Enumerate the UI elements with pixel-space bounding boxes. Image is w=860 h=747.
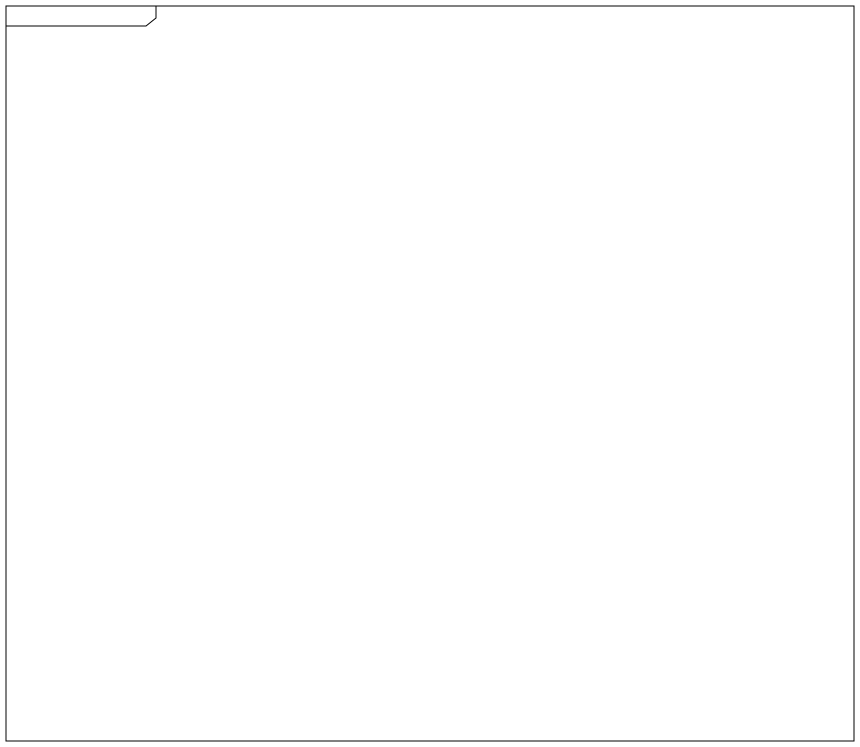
frame-tab <box>6 6 156 26</box>
frame <box>6 6 854 741</box>
uml-diagram <box>0 0 860 747</box>
